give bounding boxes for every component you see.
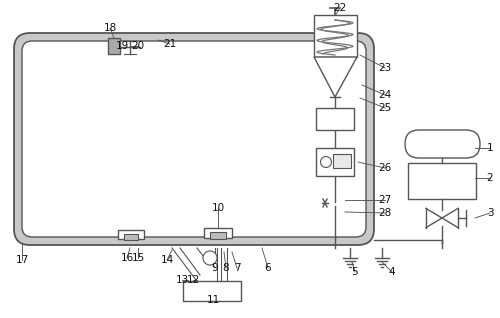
Text: 14: 14	[160, 255, 173, 265]
FancyBboxPatch shape	[405, 130, 480, 158]
Text: 1: 1	[486, 143, 494, 153]
Bar	[316, 148, 354, 176]
Text: 3: 3	[486, 208, 494, 218]
Text: 20: 20	[132, 41, 144, 51]
Text: 12: 12	[186, 275, 200, 285]
Text: 19: 19	[116, 41, 128, 51]
Text: 27: 27	[378, 195, 392, 205]
Text: 9: 9	[212, 263, 218, 273]
Text: 8: 8	[222, 263, 230, 273]
Text: 10: 10	[212, 203, 224, 213]
Circle shape	[320, 156, 332, 168]
Text: 6: 6	[264, 263, 272, 273]
Circle shape	[203, 251, 217, 265]
Text: 13: 13	[176, 275, 188, 285]
Text: 25: 25	[378, 103, 392, 113]
Bar	[314, 15, 357, 57]
Bar	[316, 108, 354, 130]
Text: 5: 5	[352, 267, 358, 277]
Text: 24: 24	[378, 90, 392, 100]
Bar	[210, 232, 226, 239]
Text: 2: 2	[486, 173, 494, 183]
Bar	[204, 228, 232, 238]
Bar	[108, 38, 120, 54]
Text: 17: 17	[16, 255, 28, 265]
Polygon shape	[314, 57, 357, 97]
Text: 18: 18	[104, 23, 117, 33]
Text: 21: 21	[164, 39, 176, 49]
Text: 28: 28	[378, 208, 392, 218]
Bar	[333, 154, 351, 168]
Text: 4: 4	[388, 267, 396, 277]
Text: 11: 11	[206, 295, 220, 305]
Text: 15: 15	[132, 253, 144, 263]
Bar	[118, 230, 144, 239]
Text: 23: 23	[378, 63, 392, 73]
Text: 22: 22	[334, 3, 346, 13]
Bar	[183, 281, 241, 301]
FancyBboxPatch shape	[22, 41, 366, 237]
Text: 7: 7	[234, 263, 240, 273]
Text: 16: 16	[120, 253, 134, 263]
Bar	[408, 163, 476, 199]
FancyBboxPatch shape	[14, 33, 374, 245]
Bar	[124, 234, 138, 240]
Text: 26: 26	[378, 163, 392, 173]
